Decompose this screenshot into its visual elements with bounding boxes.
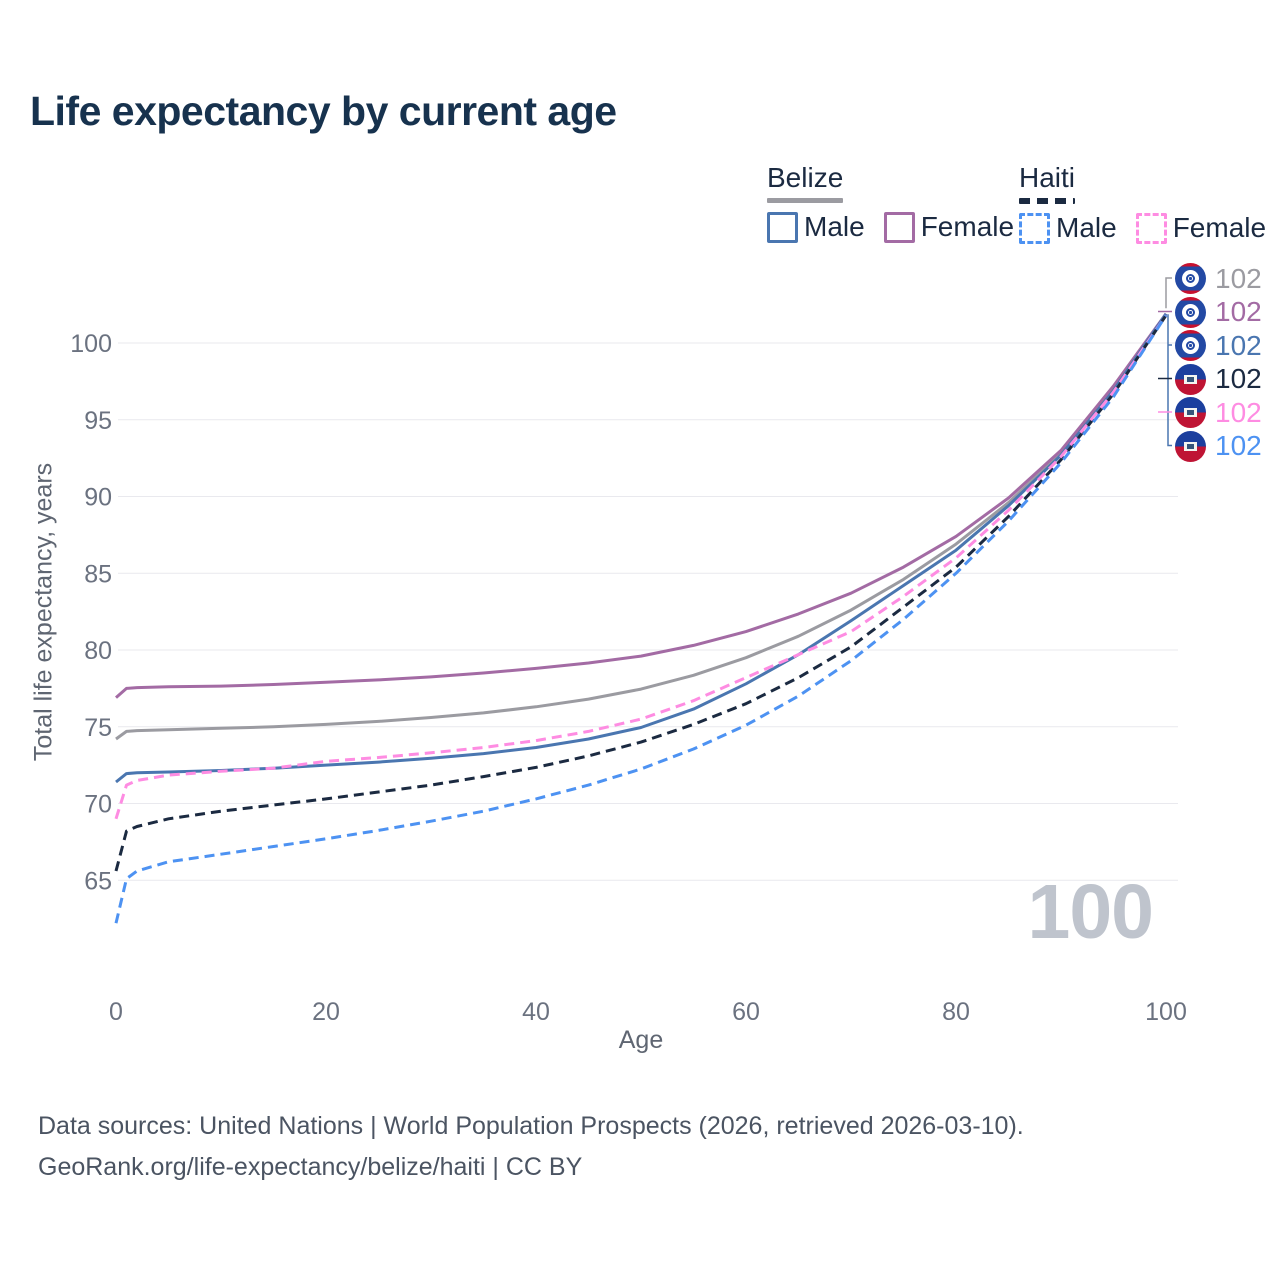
x-tick-label-100: 100: [1145, 998, 1187, 1026]
end-label-belize-both-sexes-: 102: [1175, 263, 1262, 295]
belize-female-swatch-icon: [883, 211, 915, 243]
y-tick-label-85: 85: [84, 560, 112, 588]
belize-male-swatch-icon: [767, 211, 798, 243]
series-line-belize-both-sexes-[interactable]: [115, 312, 1168, 741]
attribution-text: GeoRank.org/life-expectancy/belize/haiti…: [38, 1153, 583, 1181]
end-label-haiti-female: 102: [1175, 397, 1262, 429]
series-line-haiti-both-sexes-[interactable]: [114, 314, 1168, 872]
end-value-label: 102: [1215, 329, 1262, 361]
belize-flag-icon: [1175, 296, 1206, 328]
series-line-belize-female[interactable]: [115, 312, 1168, 699]
y-tick-label-90: 90: [84, 484, 112, 512]
watermark-max-age: 100: [1027, 869, 1154, 955]
haiti-flag-icon: [1175, 430, 1206, 462]
legend-item-label: Female: [920, 211, 1015, 242]
end-value-label: 102: [1215, 296, 1262, 327]
y-tick-label-75: 75: [84, 714, 112, 742]
legend-item-label: Male: [1056, 212, 1117, 243]
legend-group-haiti: Haiti Male Female: [1019, 162, 1266, 244]
legend-items-haiti: Male Female: [1019, 212, 1266, 244]
legend-item-haiti-female[interactable]: Female: [1135, 212, 1267, 244]
belize-solid-line-swatch: [767, 198, 844, 203]
legend-item-belize-female[interactable]: Female: [883, 211, 1015, 243]
y-tick-label-80: 80: [84, 637, 112, 665]
belize-flag-icon: [1175, 263, 1206, 294]
x-tick-label-40: 40: [522, 998, 550, 1026]
end-value-label: 102: [1215, 396, 1262, 428]
series-line-haiti-male[interactable]: [114, 314, 1168, 924]
y-tick-label-95: 95: [84, 407, 112, 435]
legend-group-label: Belize: [767, 162, 844, 193]
legend: Belize Male Female Haiti Male: [767, 162, 1267, 244]
x-tick-label-20: 20: [312, 998, 340, 1026]
y-axis-title: Total life expectancy, years: [29, 462, 58, 762]
data-sources-text: Data sources: United Nations | World Pop…: [38, 1112, 1024, 1140]
haiti-male-swatch-icon: [1019, 212, 1050, 244]
legend-items-belize: Male Female: [767, 211, 1014, 243]
series-line-haiti-female[interactable]: [114, 314, 1168, 820]
legend-item-haiti-male[interactable]: Male: [1019, 212, 1117, 244]
end-label-haiti-male: 102: [1175, 430, 1262, 462]
connector-belize-both: [1165, 277, 1172, 309]
x-tick-label-0: 0: [109, 998, 123, 1026]
end-label-haiti-both-sexes-: 102: [1175, 363, 1262, 395]
end-value-label: 102: [1215, 363, 1262, 394]
y-tick-label-65: 65: [84, 867, 112, 895]
haiti-flag-icon: [1175, 397, 1206, 428]
y-tick-label-70: 70: [84, 791, 112, 819]
legend-group-label: Haiti: [1019, 162, 1076, 193]
x-axis-title: Age: [618, 1026, 664, 1054]
legend-item-belize-male[interactable]: Male: [767, 211, 865, 243]
legend-group-heading-belize: Belize: [767, 162, 844, 203]
series-line-belize-male[interactable]: [115, 312, 1168, 784]
end-value-label: 102: [1215, 262, 1262, 294]
end-value-label: 102: [1215, 430, 1262, 461]
haiti-female-swatch-icon: [1135, 212, 1167, 244]
belize-flag-icon: [1175, 330, 1206, 361]
haiti-dashed-line-swatch: [1019, 198, 1076, 204]
footer: Data sources: United Nations | World Pop…: [38, 1106, 1024, 1188]
legend-item-label: Male: [804, 211, 865, 242]
page-title: Life expectancy by current age: [30, 88, 617, 134]
legend-group-belize: Belize Male Female: [767, 162, 1014, 243]
x-tick-label-80: 80: [942, 998, 970, 1026]
end-label-belize-female: 102: [1175, 296, 1262, 328]
legend-item-label: Female: [1172, 212, 1267, 243]
end-label-belize-male: 102: [1175, 330, 1262, 362]
y-tick-label-100: 100: [70, 330, 112, 358]
haiti-flag-icon: [1175, 363, 1206, 395]
legend-group-heading-haiti: Haiti: [1019, 162, 1076, 204]
connector-rail: [1167, 314, 1172, 447]
x-tick-label-60: 60: [732, 998, 760, 1026]
